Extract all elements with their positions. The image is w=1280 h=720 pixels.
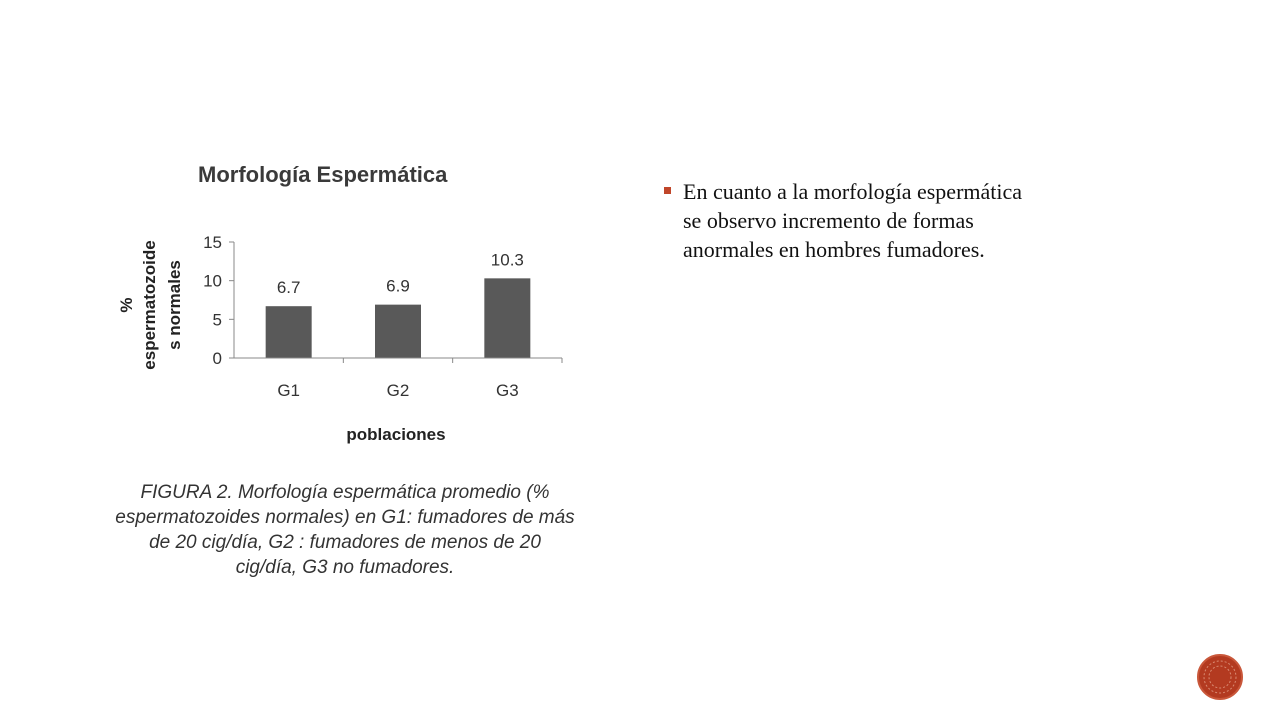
bar-g2	[375, 304, 421, 358]
y-axis-label-line-1: %	[117, 297, 136, 312]
bar-g1	[265, 306, 312, 358]
bullet-text: En cuanto a la morfología espermática se…	[683, 177, 1022, 264]
figure-caption: FIGURA 2. Morfología espermática promedi…	[110, 480, 580, 580]
bullet-list: En cuanto a la morfología espermática se…	[664, 177, 1184, 264]
y-tick-label: 15	[203, 233, 222, 252]
y-tick-label: 10	[203, 272, 222, 291]
bullet-square-icon	[664, 187, 671, 194]
bars	[265, 278, 531, 358]
x-tick-label-g1: G1	[277, 381, 300, 400]
x-axis-label: poblaciones	[346, 425, 445, 444]
next-slide-button[interactable]	[1197, 654, 1243, 700]
bullet-item: En cuanto a la morfología espermática se…	[664, 177, 1184, 264]
caption-line-1: FIGURA 2. Morfología espermática promedi…	[140, 482, 550, 503]
bullet-line-2: se observo incremento de formas	[683, 208, 974, 233]
bullet-line-3: anormales en hombres fumadores.	[683, 237, 985, 262]
y-axis-label: % espermatozoide s normales	[117, 240, 184, 369]
chart-figure: Morfología Espermática % espermatozoide …	[110, 150, 580, 600]
bar-chart: Morfología Espermática % espermatozoide …	[117, 162, 563, 444]
y-axis-ticks: 0 5 10 15	[203, 233, 234, 368]
data-label-g3: 10.3	[491, 250, 524, 269]
x-tick-label-g2: G2	[387, 381, 410, 400]
y-axis-label-line-3: s normales	[165, 260, 184, 350]
y-tick-label: 0	[213, 349, 222, 368]
data-label-g2: 6.9	[386, 277, 410, 296]
y-tick-label: 5	[213, 310, 222, 329]
x-axis-ticks: G1 G2 G3	[277, 358, 563, 400]
bullet-line-1: En cuanto a la morfología espermática	[683, 179, 1023, 204]
bar-g3	[484, 278, 531, 358]
caption-line-3: de 20 cig/día, G2 : fumadores de menos d…	[149, 532, 541, 553]
data-label-g1: 6.7	[277, 278, 301, 297]
data-labels: 6.7 6.9 10.3	[277, 250, 524, 297]
next-slide-icon	[1203, 660, 1237, 694]
x-tick-label-g3: G3	[496, 381, 519, 400]
y-axis-label-line-2: espermatozoide	[140, 240, 159, 369]
caption-line-2: espermatozoides normales) en G1: fumador…	[115, 507, 575, 528]
caption-line-4: cig/día, G3 no fumadores.	[235, 557, 455, 578]
chart-title: Morfología Espermática	[198, 162, 448, 187]
